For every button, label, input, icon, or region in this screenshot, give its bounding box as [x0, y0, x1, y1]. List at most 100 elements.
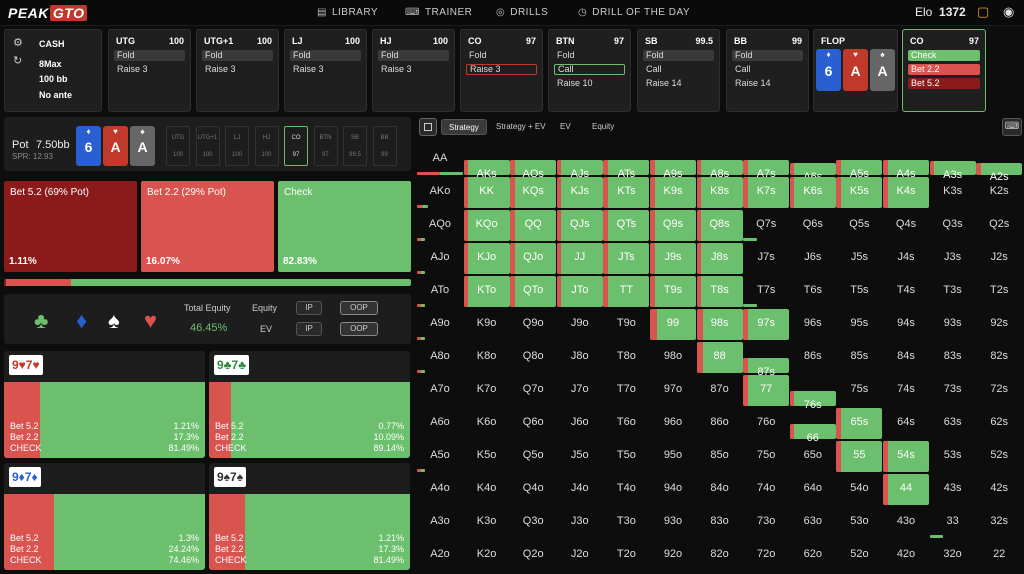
mini-position-sb[interactable]: SB 99.5	[343, 126, 367, 166]
matrix-cell[interactable]: 54s	[883, 441, 929, 472]
strategy-check-box[interactable]: Check 82.83%	[278, 181, 411, 272]
matrix-cell[interactable]: J7s	[743, 243, 789, 274]
matrix-cell[interactable]: 75o	[743, 441, 789, 472]
matrix-cell[interactable]: K2s	[976, 177, 1022, 208]
position-card-lj[interactable]: LJ 100 Fold Raise 3	[284, 29, 367, 112]
tab-strategy-ev[interactable]: Strategy + EV	[496, 122, 546, 131]
matrix-cell[interactable]: J6o	[557, 408, 603, 439]
action-raise-3[interactable]: Raise 3	[117, 64, 148, 74]
matrix-cell[interactable]: AKs	[463, 144, 510, 180]
position-card-bb[interactable]: BB 99 Fold Call Raise 14	[726, 29, 809, 112]
matrix-cell[interactable]: T8o	[603, 342, 649, 373]
matrix-cell[interactable]: J3s	[930, 243, 976, 274]
heart-suit-icon[interactable]: ♥	[144, 308, 158, 333]
matrix-cell[interactable]: 82s	[976, 342, 1022, 373]
matrix-cell[interactable]: 63o	[790, 507, 836, 538]
matrix-cell[interactable]: A4s	[883, 144, 929, 180]
action-fold[interactable]: Fold	[202, 50, 273, 61]
action-call[interactable]: Call	[735, 64, 751, 74]
position-card-utgplus1[interactable]: UTG+1 100 Fold Raise 3	[196, 29, 279, 112]
matrix-cell[interactable]: 96o	[650, 408, 696, 439]
mini-position-co[interactable]: CO 97	[284, 126, 308, 166]
matrix-cell[interactable]: T9o	[603, 309, 649, 340]
matrix-cell[interactable]: 85o	[697, 441, 743, 472]
matrix-cell[interactable]: 75s	[836, 375, 882, 406]
nav-drills[interactable]: ◎ DRILLS	[496, 7, 549, 18]
matrix-cell[interactable]: 63s	[930, 408, 976, 439]
matrix-cell[interactable]: QJs	[556, 210, 603, 241]
matrix-cell[interactable]: KTo	[463, 276, 510, 307]
matrix-cell[interactable]: 83o	[697, 507, 743, 538]
action-fold[interactable]: Fold	[469, 50, 487, 60]
action-fold[interactable]: Fold	[378, 50, 449, 61]
matrix-cell[interactable]: A8s	[696, 144, 743, 180]
matrix-cell[interactable]: J8s	[696, 243, 743, 274]
matrix-cell[interactable]: AKo	[417, 177, 463, 208]
matrix-cell[interactable]: K9s	[650, 177, 696, 208]
matrix-cell[interactable]: 53o	[836, 507, 882, 538]
matrix-cell[interactable]: T9s	[650, 276, 696, 307]
game-settings[interactable]: ⚙ ↻ CASH 8Max 100 bb No ante	[4, 29, 102, 112]
matrix-cell[interactable]: 54o	[836, 474, 882, 505]
matrix-cell[interactable]: K8s	[696, 177, 743, 208]
position-card-co[interactable]: CO 97 Fold Raise 3	[460, 29, 543, 112]
matrix-cell[interactable]: KJo	[463, 243, 510, 274]
matrix-cell[interactable]: 93o	[650, 507, 696, 538]
matrix-cell[interactable]: 44	[883, 474, 929, 505]
matrix-cell[interactable]: J9s	[650, 243, 696, 274]
matrix-cell[interactable]: 42s	[976, 474, 1022, 505]
matrix-cell[interactable]: TT	[603, 276, 650, 307]
matrix-cell[interactable]: K5s	[836, 177, 883, 208]
gear-icon[interactable]: ⚙	[13, 37, 23, 49]
matrix-cell[interactable]: 65s	[836, 408, 883, 439]
matrix-cell[interactable]: ATs	[603, 144, 650, 180]
position-card-hj[interactable]: HJ 100 Fold Raise 3	[372, 29, 455, 112]
action-call[interactable]: Call	[554, 64, 625, 75]
matrix-cell[interactable]: KTs	[603, 177, 650, 208]
matrix-cell[interactable]: J2s	[976, 243, 1022, 274]
matrix-cell[interactable]: T2s	[976, 276, 1022, 307]
action-raise-3[interactable]: Raise 3	[466, 64, 537, 75]
matrix-cell[interactable]: 95s	[836, 309, 882, 340]
matrix-cell[interactable]: K7s	[743, 177, 790, 208]
matrix-cell[interactable]: J9o	[557, 309, 603, 340]
matrix-cell[interactable]: 72o	[743, 540, 789, 571]
matrix-cell[interactable]: 94s	[883, 309, 929, 340]
hand-combo-panel[interactable]: 9♦7♦ Bet 5.2 1.3% Bet 2.2 24.24% CHECK 74.46%	[4, 463, 205, 570]
matrix-cell[interactable]: A8o	[417, 342, 463, 373]
matrix-cell[interactable]: K2o	[464, 540, 510, 571]
matrix-cell[interactable]: T6s	[790, 276, 836, 307]
strategy-bet-2-2-box[interactable]: Bet 2.2 (29% Pot) 16.07%	[141, 181, 274, 272]
hand-combo-panel[interactable]: 9♣7♣ Bet 5.2 0.77% Bet 2.2 10.09% CHECK 89.14%	[209, 351, 410, 458]
matrix-cell[interactable]: 86s	[790, 342, 836, 373]
matrix-cell[interactable]: K7o	[464, 375, 510, 406]
matrix-cell[interactable]: 95o	[650, 441, 696, 472]
layout-toggle-icon[interactable]	[419, 118, 437, 136]
matrix-cell[interactable]: QTo	[510, 276, 557, 307]
equity-oop-toggle[interactable]: OOP	[340, 301, 378, 315]
matrix-cell[interactable]: 93s	[930, 309, 976, 340]
spade-suit-icon[interactable]: ♠	[108, 308, 120, 333]
matrix-cell[interactable]: Q5o	[510, 441, 556, 472]
matrix-cell[interactable]: A7s	[743, 144, 790, 180]
matrix-cell[interactable]: QQ	[510, 210, 557, 241]
matrix-cell[interactable]: Q5s	[836, 210, 882, 241]
matrix-cell[interactable]: Q6o	[510, 408, 556, 439]
matrix-cell[interactable]: 87s	[743, 342, 790, 378]
matrix-cell[interactable]: QJo	[510, 243, 557, 274]
matrix-cell[interactable]: A2o	[417, 540, 463, 571]
matrix-cell[interactable]: K9o	[464, 309, 510, 340]
mini-position-bb[interactable]: BB 99	[372, 126, 397, 166]
matrix-cell[interactable]: 77	[743, 375, 790, 406]
equity-ip-toggle[interactable]: IP	[296, 301, 322, 315]
matrix-cell[interactable]: J6s	[790, 243, 836, 274]
flop-card[interactable]: FLOP ♦ 6 ♥ A ♠ A	[813, 29, 898, 112]
matrix-cell[interactable]: A5o	[417, 441, 463, 472]
matrix-cell[interactable]: T7s	[743, 276, 789, 307]
matrix-cell[interactable]: 32s	[976, 507, 1022, 538]
matrix-cell[interactable]: 92o	[650, 540, 696, 571]
matrix-cell[interactable]: Q3o	[510, 507, 556, 538]
matrix-cell[interactable]: 98s	[696, 309, 743, 340]
matrix-cell[interactable]: A3s	[929, 144, 976, 181]
matrix-cell[interactable]: J5o	[557, 441, 603, 472]
